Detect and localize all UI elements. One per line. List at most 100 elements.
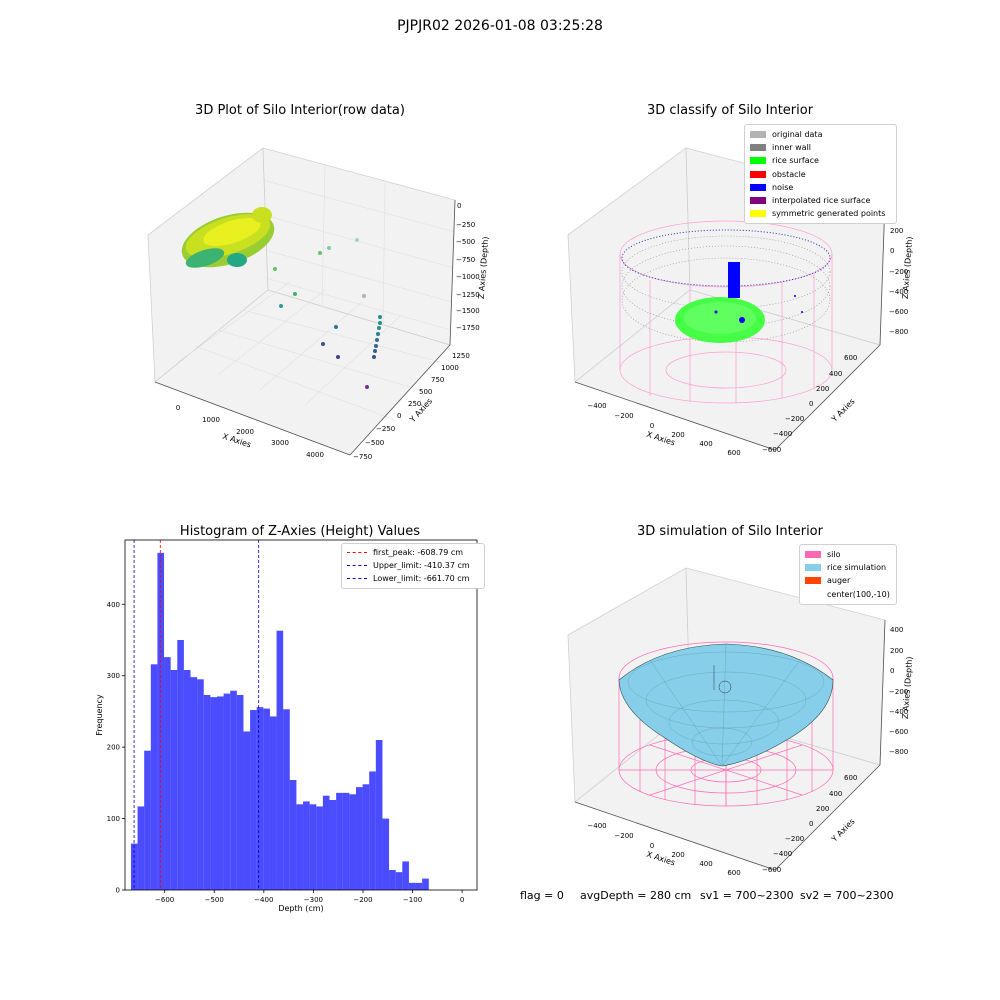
simulation-mesh-lines [627,643,825,767]
histogram-bar [190,677,198,890]
legend-item-symmetric-generated-points: symmetric generated points [750,207,891,220]
simulation-z-tick: −800 [889,748,908,756]
simulation-auger [713,665,732,694]
legend-item-original-data: original data [750,128,891,141]
simulation-x-tick: −200 [614,832,633,840]
raw-plot-3d: 0 1000 2000 3000 4000 1250 1000 750 500 … [147,147,490,461]
histogram-y-tick-label: 0 [116,887,120,895]
raw-y-tick: 1000 [441,364,459,372]
histogram-bar [256,707,264,890]
raw-plot-title: 3D Plot of Silo Interior(row data) [195,103,405,118]
classify-x-tick: 200 [671,431,684,439]
histogram-y-tick-label: 300 [107,672,120,680]
simulation-x-tick: 0 [650,842,654,850]
raw-z-axis-line [449,199,456,346]
histogram-bar [316,806,323,890]
simulation-rice-surface [618,643,834,767]
classify-y-tick: −600 [762,446,781,454]
simulation-x-tick: 400 [699,860,712,868]
classify-plot-title: 3D classify of Silo Interior [646,103,814,118]
raw-x-ticks: 0 1000 2000 3000 4000 [176,404,324,459]
histogram-bar [389,870,396,890]
histogram-bar [276,630,284,890]
histogram-bar [230,690,237,890]
histogram-y-ticks: 0 100 200 300 400 [107,601,125,895]
raw-x-tick: 3000 [271,439,289,447]
histogram-bar [329,800,337,890]
simulation-y-tick: −400 [773,850,792,858]
raw-x-tick: 0 [176,404,180,412]
legend-item-interpolated-rice-surface: interpolated rice surface [750,194,891,207]
classify-z-ticks: 200 0 −200 −400 −600 −800 [889,227,908,336]
status-flag: flag = 0 [520,889,564,902]
histogram-bars [130,552,429,890]
classify-x-tick: 600 [727,449,740,457]
simulation-legend: silo rice simulation auger center(100,-1… [799,544,897,605]
classify-z-tick: 200 [890,227,903,235]
simulation-z-tick: −200 [889,688,908,696]
classify-x-ticks: −400 −200 0 200 400 600 [587,402,740,457]
histogram-bar [408,882,416,890]
histogram-x-tick-label: −100 [403,896,422,904]
simulation-z-tick: 400 [890,626,903,634]
classify-z-tick: −600 [889,308,908,316]
histogram-bar [422,878,429,890]
raw-z-tick: −1250 [456,291,480,299]
raw-y-tick: 1250 [452,352,470,360]
classify-x-axis-line [574,381,776,451]
raw-outlier-points [273,238,382,389]
classify-y-tick: 0 [809,400,813,408]
simulation-y-axis-line [774,764,881,871]
classify-y-tick: −400 [773,430,792,438]
classify-y-axis-line [774,344,881,451]
classify-legend: original data inner wall rice surface ob… [744,124,897,225]
raw-x-tick: 4000 [306,451,324,459]
classify-z-axis-line [879,199,886,346]
simulation-x-tick: −400 [587,822,606,830]
classify-z-tick: −400 [889,288,908,296]
legend-item-first-peak: first_peak: -608.79 cm [347,546,479,559]
histogram-bar [243,731,251,890]
classify-y-ticks: 600 400 200 0 −200 −400 −600 [762,354,857,454]
figure-title: PJPJR02 2026-01-08 03:25:28 [397,18,603,34]
simulation-z-label: Z Axies (Depth) [901,656,914,719]
histogram-x-tick-label: 0 [460,896,464,904]
simulation-z-tick: −400 [889,708,908,716]
raw-y-tick: 500 [419,388,432,396]
raw-x-tick: 1000 [202,416,220,424]
histogram-x-tick-label: −600 [155,896,174,904]
simulation-plot-title: 3D simulation of Silo Interior [637,524,823,539]
raw-y-tick: −250 [376,425,395,433]
histogram-bar [250,710,257,890]
raw-y-tick: −500 [365,439,384,447]
histogram-bar [269,716,277,890]
simulation-y-tick: 0 [809,820,813,828]
histogram-bar [355,787,363,890]
histogram-x-tick-label: −200 [353,896,372,904]
histogram-bar [296,804,304,890]
histogram-x-label: Depth (cm) [278,904,323,913]
status-avg-depth: avgDepth = 280 cm [580,889,692,902]
classify-z-tick: 0 [890,247,894,255]
raw-z-tick: −500 [456,238,475,246]
raw-y-ticks: 1250 1000 750 500 250 0 −250 −500 −750 [353,352,470,461]
histogram-bar [415,882,423,890]
classify-z-tick: −200 [889,268,908,276]
raw-grid [177,165,456,421]
histogram-bar [342,792,350,890]
legend-item-upper-limit: Upper_limit: -410.37 cm [347,559,479,572]
simulation-z-tick: −600 [889,728,908,736]
histogram-bar [349,794,356,890]
histogram-bar [216,696,224,890]
raw-z-ticks: 0 −250 −500 −750 −1000 −1250 −1500 −1750 [456,202,480,332]
raw-y-tick: 0 [397,412,401,420]
classify-z-tick: −800 [889,328,908,336]
histogram-bar [210,697,217,890]
histogram-bar [170,670,178,890]
legend-item-rice-simulation: rice simulation [805,561,891,574]
histogram-bar [309,804,317,890]
histogram-bar [362,784,370,890]
simulation-y-tick: 400 [829,790,842,798]
histogram-bar [395,872,403,890]
histogram-bar [164,657,171,890]
